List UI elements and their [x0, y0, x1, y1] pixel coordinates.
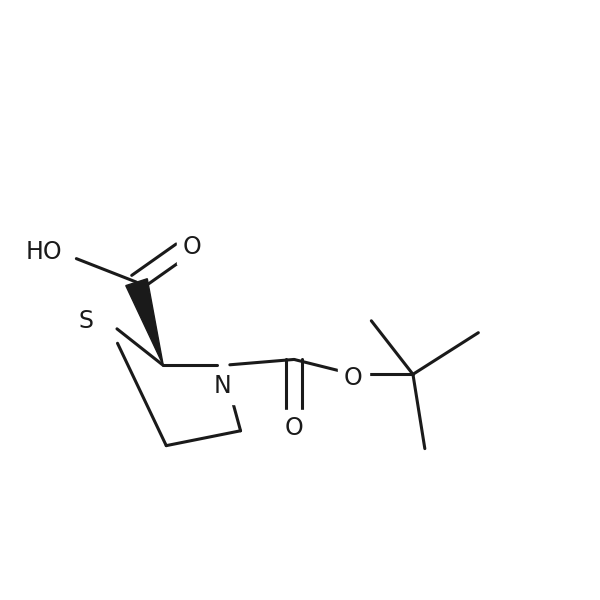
Text: O: O	[284, 416, 304, 440]
Text: S: S	[79, 309, 94, 333]
Text: O: O	[344, 367, 363, 391]
Text: HO: HO	[26, 241, 62, 265]
Text: O: O	[182, 235, 201, 259]
Polygon shape	[126, 279, 163, 365]
Text: N: N	[214, 374, 232, 398]
